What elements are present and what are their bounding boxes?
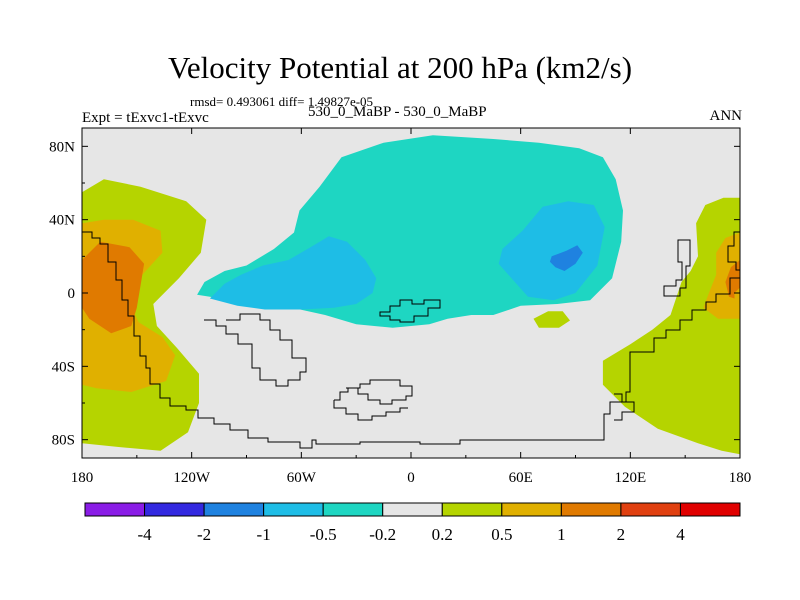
x-tick-label: 0 xyxy=(407,470,415,486)
contour-region-10 xyxy=(498,201,605,301)
x-tick-label: 120E xyxy=(614,470,646,486)
colorbar-swatch xyxy=(203,502,265,517)
colorbar-label: 0.5 xyxy=(491,525,512,544)
stats-line: rmsd= 0.493061 diff= 1.49827e-05 xyxy=(190,94,374,109)
colorbar-swatch xyxy=(322,502,384,517)
contour-region-6 xyxy=(734,287,740,303)
colorbar-label: 1 xyxy=(557,525,566,544)
colorbar-swatch xyxy=(382,502,443,517)
y-tick-label: 80N xyxy=(49,139,75,155)
coastline-segment xyxy=(334,379,413,405)
colorbar-label: -1 xyxy=(257,525,271,544)
x-tick-label: 120W xyxy=(173,470,211,486)
colorbar-swatch xyxy=(441,502,503,517)
season-label: ANN xyxy=(709,108,743,124)
case-subtitle: 530_0_MaBP - 530_0_MaBP xyxy=(308,104,487,120)
contour-region-7 xyxy=(533,311,570,328)
x-tick-label: 60E xyxy=(509,470,533,486)
colorbar-label: -4 xyxy=(137,525,152,544)
contour-region-2 xyxy=(82,241,145,334)
x-tick-label: 180 xyxy=(729,470,752,486)
coastline-layer xyxy=(82,231,740,449)
colorbar-label: 2 xyxy=(617,525,626,544)
coastline-segment xyxy=(333,400,408,421)
coastline-segment xyxy=(727,231,740,271)
colorbar-label: 4 xyxy=(676,525,685,544)
colorbar: -4 -2 -1 -0.5 -0.2 0.2 0.5 1 2 4 xyxy=(84,502,741,544)
coastline-segment xyxy=(663,239,691,297)
x-tick-label: 60W xyxy=(287,470,317,486)
y-tick-label: 80S xyxy=(52,433,75,449)
experiment-label: Expt = tExvc1-tExvc xyxy=(82,110,209,126)
coastline-segment xyxy=(379,299,441,323)
x-tick-label: 180 xyxy=(71,470,94,486)
colorbar-swatch xyxy=(84,502,146,517)
y-tick-label: 40N xyxy=(49,213,75,229)
coastline-segment xyxy=(614,393,635,421)
colorbar-label: -0.2 xyxy=(369,525,396,544)
contour-region-3 xyxy=(602,197,740,455)
contour-region-9 xyxy=(209,236,377,310)
coastline-segment xyxy=(82,231,740,449)
colorbar-label: -2 xyxy=(197,525,211,544)
y-tick-label: 40S xyxy=(52,359,75,375)
y-tick-label: 0 xyxy=(68,286,76,302)
colorbar-swatch xyxy=(144,502,205,517)
colorbar-label: -0.5 xyxy=(310,525,337,544)
colorbar-swatch xyxy=(501,502,562,517)
axes-layer: 180 120W 60W 0 60E 120E 180 80N 40N 0 40S 80S xyxy=(49,128,751,486)
colorbar-swatch xyxy=(679,502,741,517)
colorbar-swatch xyxy=(560,502,622,517)
chart-title: Velocity Potential at 200 hPa (km2/s) xyxy=(167,50,633,85)
contour-fill-layer xyxy=(82,135,740,455)
colorbar-swatch xyxy=(620,502,681,517)
contour-region-11 xyxy=(549,245,583,271)
colorbar-label: 0.2 xyxy=(432,525,453,544)
coastline-segment xyxy=(204,313,307,387)
colorbar-swatch xyxy=(263,502,324,517)
